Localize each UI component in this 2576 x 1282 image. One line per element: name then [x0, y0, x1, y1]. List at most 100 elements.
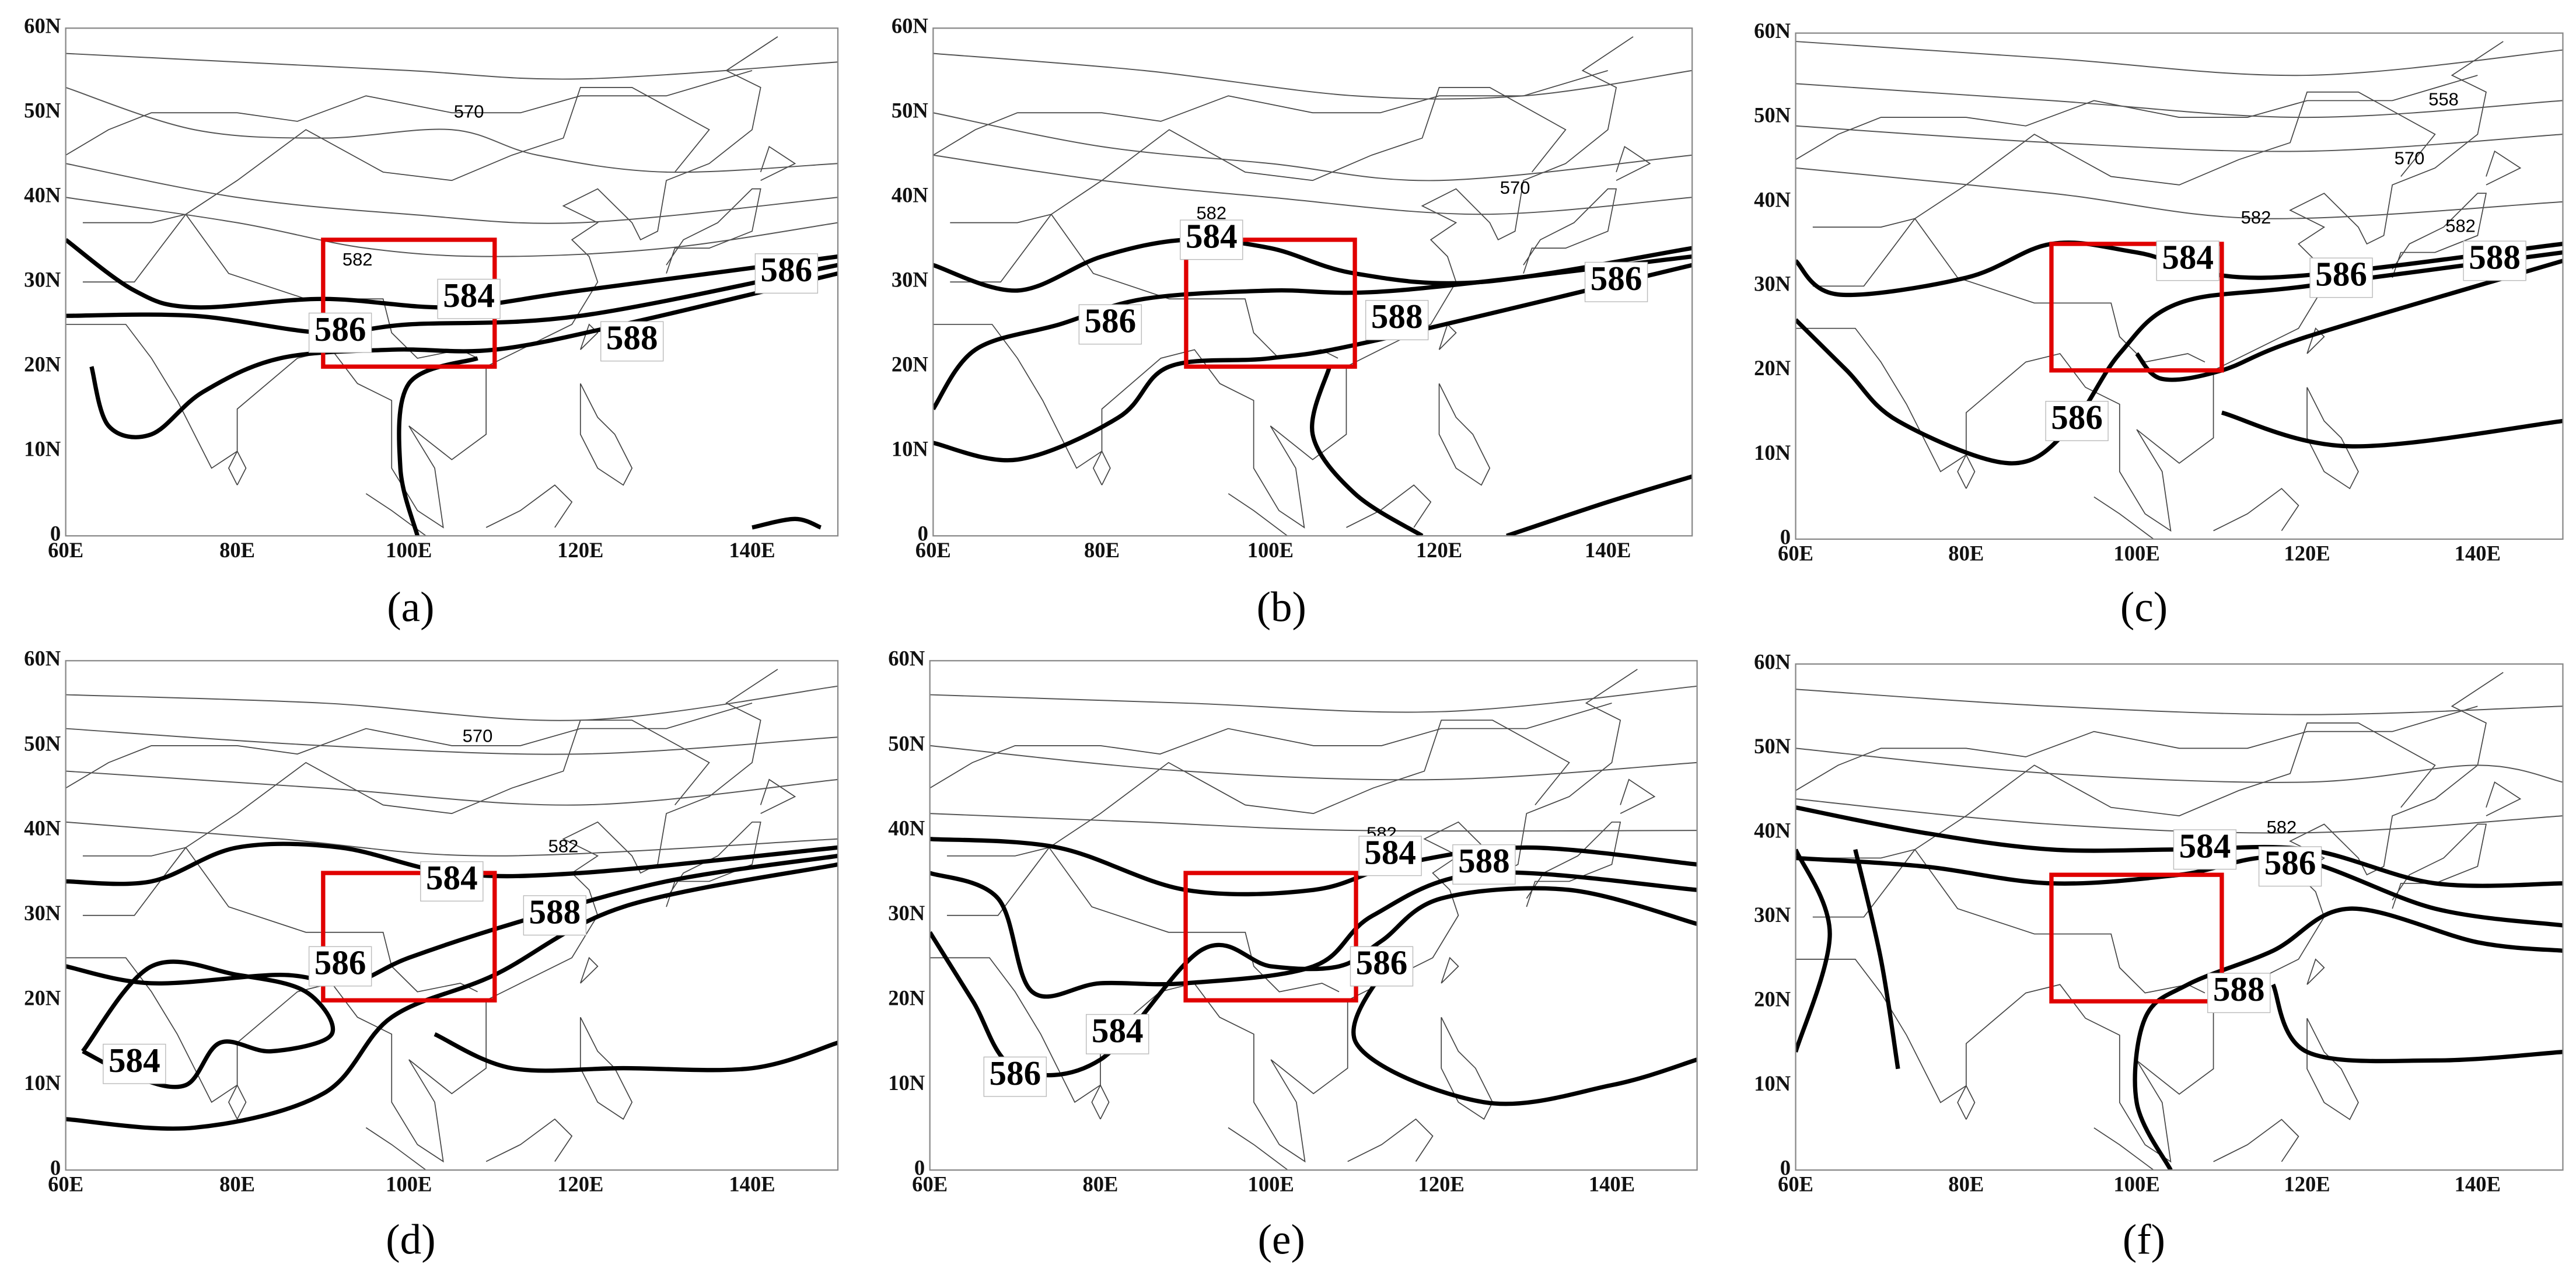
contour-label: 584 [1186, 216, 1238, 255]
label-box [2258, 846, 2322, 887]
contour-label: 584 [109, 1041, 160, 1080]
coastline [185, 87, 710, 215]
contour-label: 584 [2162, 238, 2214, 277]
latitude-label: 0 [914, 1156, 925, 1180]
longitude-label: 100E [386, 538, 432, 562]
latitude-label: 50N [1754, 734, 1791, 758]
longitude-label: 100E [1247, 538, 1294, 562]
label-box [2156, 240, 2220, 281]
coastline [228, 1084, 247, 1120]
latitude-label: 10N [892, 437, 928, 461]
latitude-label: 20N [1754, 987, 1791, 1011]
longitude-label: 80E [1948, 542, 1984, 565]
longitude-label: 140E [1585, 538, 1631, 562]
contour-label: 582 [548, 836, 579, 857]
coastline [82, 214, 187, 283]
map-content [1795, 672, 2563, 1171]
label-box [2045, 400, 2109, 441]
map-panel: 570 582 584 586 588 584 60N 50N 40N 30N 20N 10N 060E… [24, 647, 839, 1263]
longitude-label: 100E [2113, 542, 2159, 565]
contour-thick [65, 841, 838, 886]
coastline [1914, 91, 2436, 219]
latitude-label: 60N [888, 647, 925, 670]
contour-thin [65, 728, 838, 755]
longitude-label: 140E [729, 1172, 775, 1196]
label-box [1350, 946, 1414, 987]
contour-thin [1795, 41, 2563, 76]
map-frame [1795, 663, 2564, 1171]
coastline [946, 847, 1050, 916]
coastline [2093, 496, 2154, 539]
contour-label: 582 [2445, 215, 2476, 236]
label-box [2173, 829, 2237, 870]
contour-thick [434, 1032, 838, 1073]
label-box [1365, 300, 1429, 341]
coastline [929, 703, 1612, 789]
coastline [1795, 75, 2478, 160]
region-box [2049, 872, 2224, 1004]
contour-label: 586 [989, 1054, 1041, 1092]
coastline [760, 778, 796, 814]
coastline [1048, 847, 1340, 993]
contour-label: 570 [2395, 148, 2425, 169]
region-box [2049, 242, 2224, 373]
contour-thick [2221, 410, 2563, 449]
contour-thin [65, 821, 838, 857]
contour-label: 586 [314, 310, 366, 348]
coastline [946, 847, 1050, 857]
label-box [308, 312, 372, 353]
coastline [65, 36, 778, 529]
coastline [82, 847, 186, 857]
latitude-label: 20N [24, 986, 61, 1010]
latitude-label: 60N [892, 14, 928, 38]
longitude-label: 60E [1778, 1172, 1813, 1196]
label-box [103, 1043, 166, 1084]
contour-thin [929, 685, 1697, 713]
coastline [65, 703, 753, 789]
longitude-label: 120E [2284, 1172, 2330, 1196]
coastline [2213, 1119, 2299, 1162]
coastline [228, 450, 247, 485]
label-box [2207, 973, 2271, 1014]
latitude-label: 0 [918, 522, 928, 546]
longitude-label: 80E [1948, 1172, 1984, 1196]
latitude-label: 20N [24, 352, 61, 376]
coastline [2486, 781, 2522, 816]
label-box [1078, 304, 1142, 345]
contour-thick [929, 886, 1697, 1078]
coastline [2093, 1127, 2154, 1171]
longitude-label: 140E [2455, 542, 2501, 565]
coastline [185, 719, 710, 848]
contour-label: 586 [2051, 398, 2103, 436]
latitude-label: 0 [50, 522, 61, 546]
latitude-label: 40N [888, 816, 925, 840]
contour-label: 588 [2469, 238, 2521, 277]
map-content [65, 669, 838, 1171]
contour-thick [2133, 906, 2563, 1171]
coastline [1091, 1084, 1110, 1120]
longitude-label: 120E [557, 1172, 603, 1196]
coastline [1795, 672, 2504, 1163]
contour-thin [65, 770, 838, 806]
longitude-label: 120E [1416, 538, 1462, 562]
coastline [1957, 1084, 1976, 1120]
coastline [666, 188, 761, 274]
label-box [523, 895, 587, 936]
longitude-label: 60E [1778, 542, 1813, 565]
contour-thick [1853, 848, 1900, 1070]
contour-label: 588 [529, 892, 581, 931]
coastline [666, 821, 761, 907]
coastline [1441, 956, 1459, 984]
contour-label: 586 [2264, 843, 2316, 882]
contour-label: 582 [2241, 207, 2271, 228]
latitude-label: 60N [1754, 19, 1791, 43]
coastline [82, 847, 187, 916]
contour-label: 586 [2315, 255, 2367, 294]
longitude-label: 80E [1084, 538, 1120, 562]
panel-caption: (e) [1258, 1216, 1305, 1263]
coastline [1812, 218, 1916, 287]
